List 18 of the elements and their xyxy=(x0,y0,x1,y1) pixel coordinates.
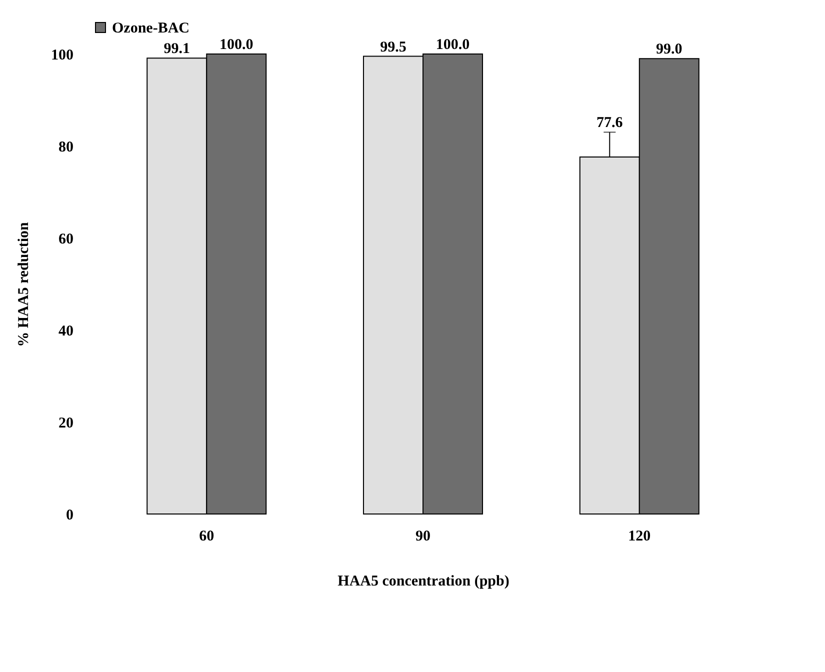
data-label: 99.5 xyxy=(380,39,406,56)
data-label: 100.0 xyxy=(436,37,470,53)
y-tick-label: 0 xyxy=(66,508,74,524)
y-axis-title: % HAA5 reduction xyxy=(16,221,32,347)
legend-label: Ozone-BAC xyxy=(112,20,190,36)
y-tick-label: 100 xyxy=(51,48,74,64)
x-axis-title: HAA5 concentration (ppb) xyxy=(338,574,510,590)
data-label: 77.6 xyxy=(596,115,624,132)
y-tick-label: 40 xyxy=(58,324,74,340)
y-tick-label: 20 xyxy=(58,416,74,432)
y-tick-label: 80 xyxy=(58,140,74,156)
data-label: 99.0 xyxy=(656,42,682,58)
x-tick-label: 120 xyxy=(628,528,651,544)
x-tick-label: 90 xyxy=(416,528,430,544)
x-tick-label: 60 xyxy=(199,528,214,544)
y-tick-label: 60 xyxy=(58,232,74,248)
data-label: 99.1 xyxy=(164,41,190,58)
data-label: 100.0 xyxy=(219,37,254,53)
